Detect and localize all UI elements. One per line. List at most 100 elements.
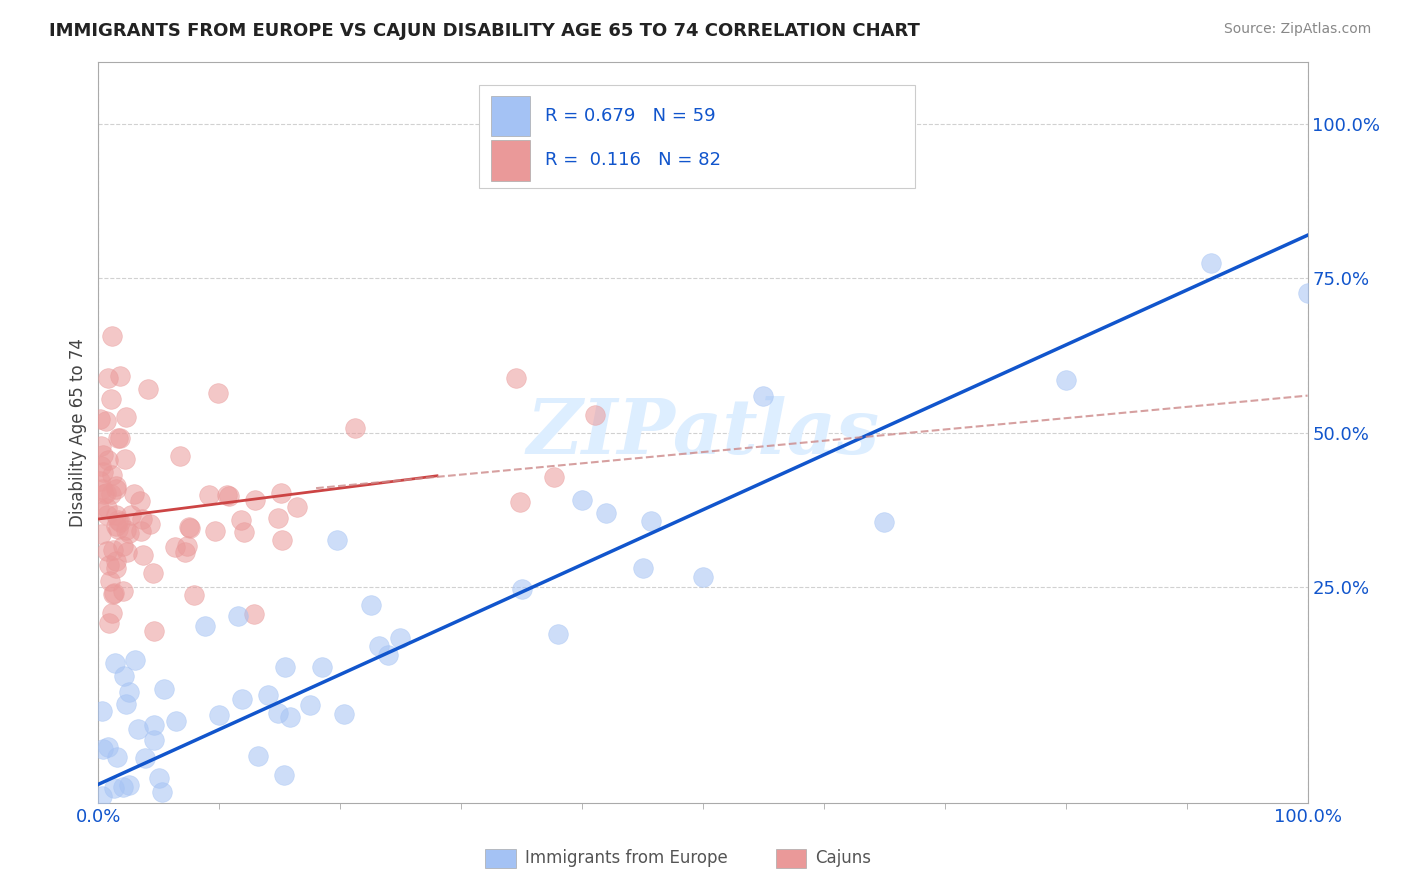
Point [105,479,128,493]
Point [118,526,141,541]
Point [108,431,131,445]
Point [183,588,205,602]
Point [273,659,295,673]
Point [873,515,896,529]
Point [692,570,714,584]
Point [115,523,138,537]
Point [270,486,292,500]
Point [100,487,122,501]
Point [326,533,349,548]
Point [247,748,270,763]
Point [215,488,238,502]
Point [143,733,166,747]
Point [389,631,412,645]
Point [142,566,165,581]
Point [122,819,145,833]
Point [107,513,129,527]
Point [243,492,266,507]
Point [509,494,531,508]
Point [101,587,124,601]
Point [89,475,111,489]
Point [141,849,163,863]
Point [285,500,308,514]
Point [97,453,120,467]
Point [1296,286,1319,301]
Point [93,449,115,463]
Point [131,512,153,526]
Point [107,522,129,536]
Text: Immigrants from Europe: Immigrants from Europe [526,849,728,867]
Point [165,540,187,554]
FancyBboxPatch shape [479,85,915,188]
Point [229,513,252,527]
Text: ZIPatlas: ZIPatlas [526,396,880,469]
Point [101,543,124,558]
Point [108,515,131,529]
Point [103,780,125,795]
Point [377,648,399,662]
Point [105,553,128,567]
Point [98,574,121,589]
Point [257,688,280,702]
Point [127,722,149,736]
Point [107,431,129,445]
Point [311,660,333,674]
Point [571,492,593,507]
Point [136,382,159,396]
Point [96,414,118,428]
Point [148,772,170,786]
Point [91,704,114,718]
Point [344,421,367,435]
Point [150,785,173,799]
Point [207,386,229,401]
Point [218,489,240,503]
Point [595,506,617,520]
Point [114,452,136,467]
Point [121,508,143,523]
Point [108,369,131,384]
Point [101,468,124,483]
Point [98,615,121,630]
Point [179,521,201,535]
Point [118,684,141,698]
Point [100,392,122,406]
Point [505,371,527,385]
Point [111,780,134,794]
Point [114,698,136,712]
Point [198,488,221,502]
Point [165,714,187,729]
Point [1054,373,1077,387]
Point [118,778,141,792]
Point [90,458,112,473]
Point [232,525,254,540]
Bar [776,849,806,868]
Point [122,487,145,501]
Point [134,751,156,765]
Point [153,681,176,696]
Point [273,767,295,781]
Point [124,653,146,667]
Point [104,508,127,523]
Point [208,708,231,723]
Bar [485,849,516,868]
Point [267,510,290,524]
Point [98,558,121,572]
Point [226,608,249,623]
Point [129,494,152,508]
Point [177,520,200,534]
Point [104,656,127,670]
Point [97,816,120,830]
Point [101,329,124,343]
Point [117,544,139,558]
Point [333,706,356,721]
Point [115,409,138,424]
Point [97,740,120,755]
Point [91,741,114,756]
Point [298,698,321,713]
Bar [492,95,530,136]
Point [270,533,292,547]
Point [173,545,195,559]
Point [107,844,129,858]
Point [583,408,606,422]
Point [90,439,112,453]
